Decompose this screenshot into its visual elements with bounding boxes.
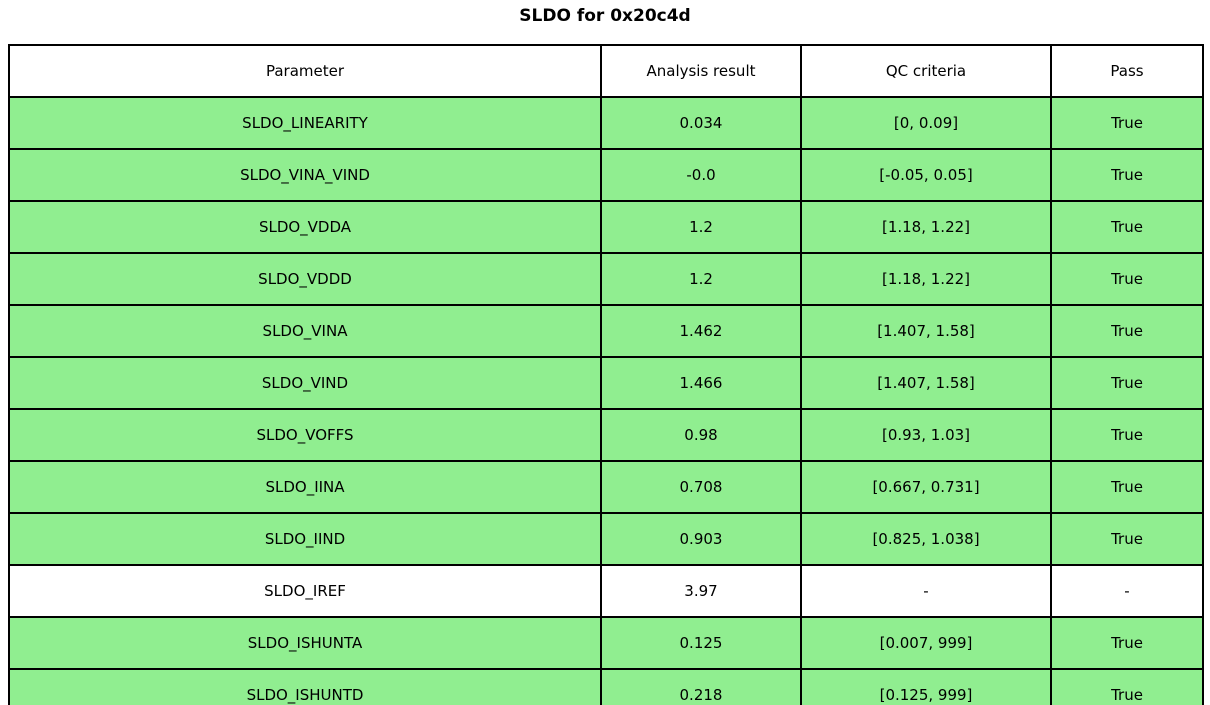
cell-parameter: SLDO_VDDA xyxy=(8,200,602,254)
column-header-parameter: Parameter xyxy=(8,44,602,98)
cell-qc-criteria: [1.407, 1.58] xyxy=(800,304,1052,358)
cell-pass: True xyxy=(1050,304,1204,358)
cell-analysis-result: 1.2 xyxy=(600,252,802,306)
cell-analysis-result: 0.708 xyxy=(600,460,802,514)
cell-analysis-result: 0.125 xyxy=(600,616,802,670)
table-header-row: Parameter Analysis result QC criteria Pa… xyxy=(8,44,1204,98)
cell-analysis-result: 0.034 xyxy=(600,96,802,150)
table-row: SLDO_LINEARITY 0.034 [0, 0.09] True xyxy=(8,96,1204,150)
cell-pass: True xyxy=(1050,668,1204,705)
cell-pass: - xyxy=(1050,564,1204,618)
cell-pass: True xyxy=(1050,356,1204,410)
cell-pass: True xyxy=(1050,460,1204,514)
cell-parameter: SLDO_VIND xyxy=(8,356,602,410)
cell-analysis-result: 1.462 xyxy=(600,304,802,358)
cell-pass: True xyxy=(1050,512,1204,566)
table-row: SLDO_VIND 1.466 [1.407, 1.58] True xyxy=(8,356,1204,410)
table-row: SLDO_ISHUNTD 0.218 [0.125, 999] True xyxy=(8,668,1204,705)
table-row: SLDO_ISHUNTA 0.125 [0.007, 999] True xyxy=(8,616,1204,670)
cell-analysis-result: 0.903 xyxy=(600,512,802,566)
cell-qc-criteria: [0, 0.09] xyxy=(800,96,1052,150)
cell-qc-criteria: [0.125, 999] xyxy=(800,668,1052,705)
table-row: SLDO_IINA 0.708 [0.667, 0.731] True xyxy=(8,460,1204,514)
table-row: SLDO_VDDA 1.2 [1.18, 1.22] True xyxy=(8,200,1204,254)
cell-parameter: SLDO_IINA xyxy=(8,460,602,514)
cell-analysis-result: 1.466 xyxy=(600,356,802,410)
table-row: SLDO_VDDD 1.2 [1.18, 1.22] True xyxy=(8,252,1204,306)
cell-qc-criteria: [0.825, 1.038] xyxy=(800,512,1052,566)
cell-analysis-result: 1.2 xyxy=(600,200,802,254)
table-row: SLDO_IREF 3.97- - xyxy=(8,564,1204,618)
table-title: SLDO for 0x20c4d xyxy=(519,6,691,26)
column-header-qc-criteria: QC criteria xyxy=(800,44,1052,98)
cell-qc-criteria: [0.93, 1.03] xyxy=(800,408,1052,462)
cell-analysis-result: 3.97 xyxy=(600,564,802,618)
cell-parameter: SLDO_ISHUNTA xyxy=(8,616,602,670)
cell-analysis-result: 0.218 xyxy=(600,668,802,705)
table-row: SLDO_IIND 0.903 [0.825, 1.038] True xyxy=(8,512,1204,566)
table-row: SLDO_VOFFS 0.98 [0.93, 1.03] True xyxy=(8,408,1204,462)
cell-qc-criteria: [0.667, 0.731] xyxy=(800,460,1052,514)
cell-pass: True xyxy=(1050,148,1204,202)
cell-qc-criteria: [1.18, 1.22] xyxy=(800,252,1052,306)
table-row: SLDO_VINA_VIND -0.0 [-0.05, 0.05] True xyxy=(8,148,1204,202)
cell-analysis-result: -0.0 xyxy=(600,148,802,202)
cell-qc-criteria: [1.407, 1.58] xyxy=(800,356,1052,410)
cell-parameter: SLDO_VDDD xyxy=(8,252,602,306)
cell-parameter: SLDO_VOFFS xyxy=(8,408,602,462)
cell-pass: True xyxy=(1050,252,1204,306)
cell-analysis-result: 0.98 xyxy=(600,408,802,462)
cell-parameter: SLDO_IIND xyxy=(8,512,602,566)
cell-parameter: SLDO_IREF xyxy=(8,564,602,618)
cell-pass: True xyxy=(1050,616,1204,670)
cell-parameter: SLDO_ISHUNTD xyxy=(8,668,602,705)
cell-qc-criteria: - xyxy=(800,564,1052,618)
cell-parameter: SLDO_LINEARITY xyxy=(8,96,602,150)
column-header-analysis-result: Analysis result xyxy=(600,44,802,98)
table-row: SLDO_VINA 1.462 [1.407, 1.58] True xyxy=(8,304,1204,358)
cell-pass: True xyxy=(1050,408,1204,462)
cell-qc-criteria: [1.18, 1.22] xyxy=(800,200,1052,254)
cell-parameter: SLDO_VINA_VIND xyxy=(8,148,602,202)
cell-parameter: SLDO_VINA xyxy=(8,304,602,358)
cell-qc-criteria: [0.007, 999] xyxy=(800,616,1052,670)
cell-qc-criteria: [-0.05, 0.05] xyxy=(800,148,1052,202)
column-header-pass: Pass xyxy=(1050,44,1204,98)
cell-pass: True xyxy=(1050,200,1204,254)
qc-results-table: Parameter Analysis result QC criteria Pa… xyxy=(8,44,1204,705)
cell-pass: True xyxy=(1050,96,1204,150)
